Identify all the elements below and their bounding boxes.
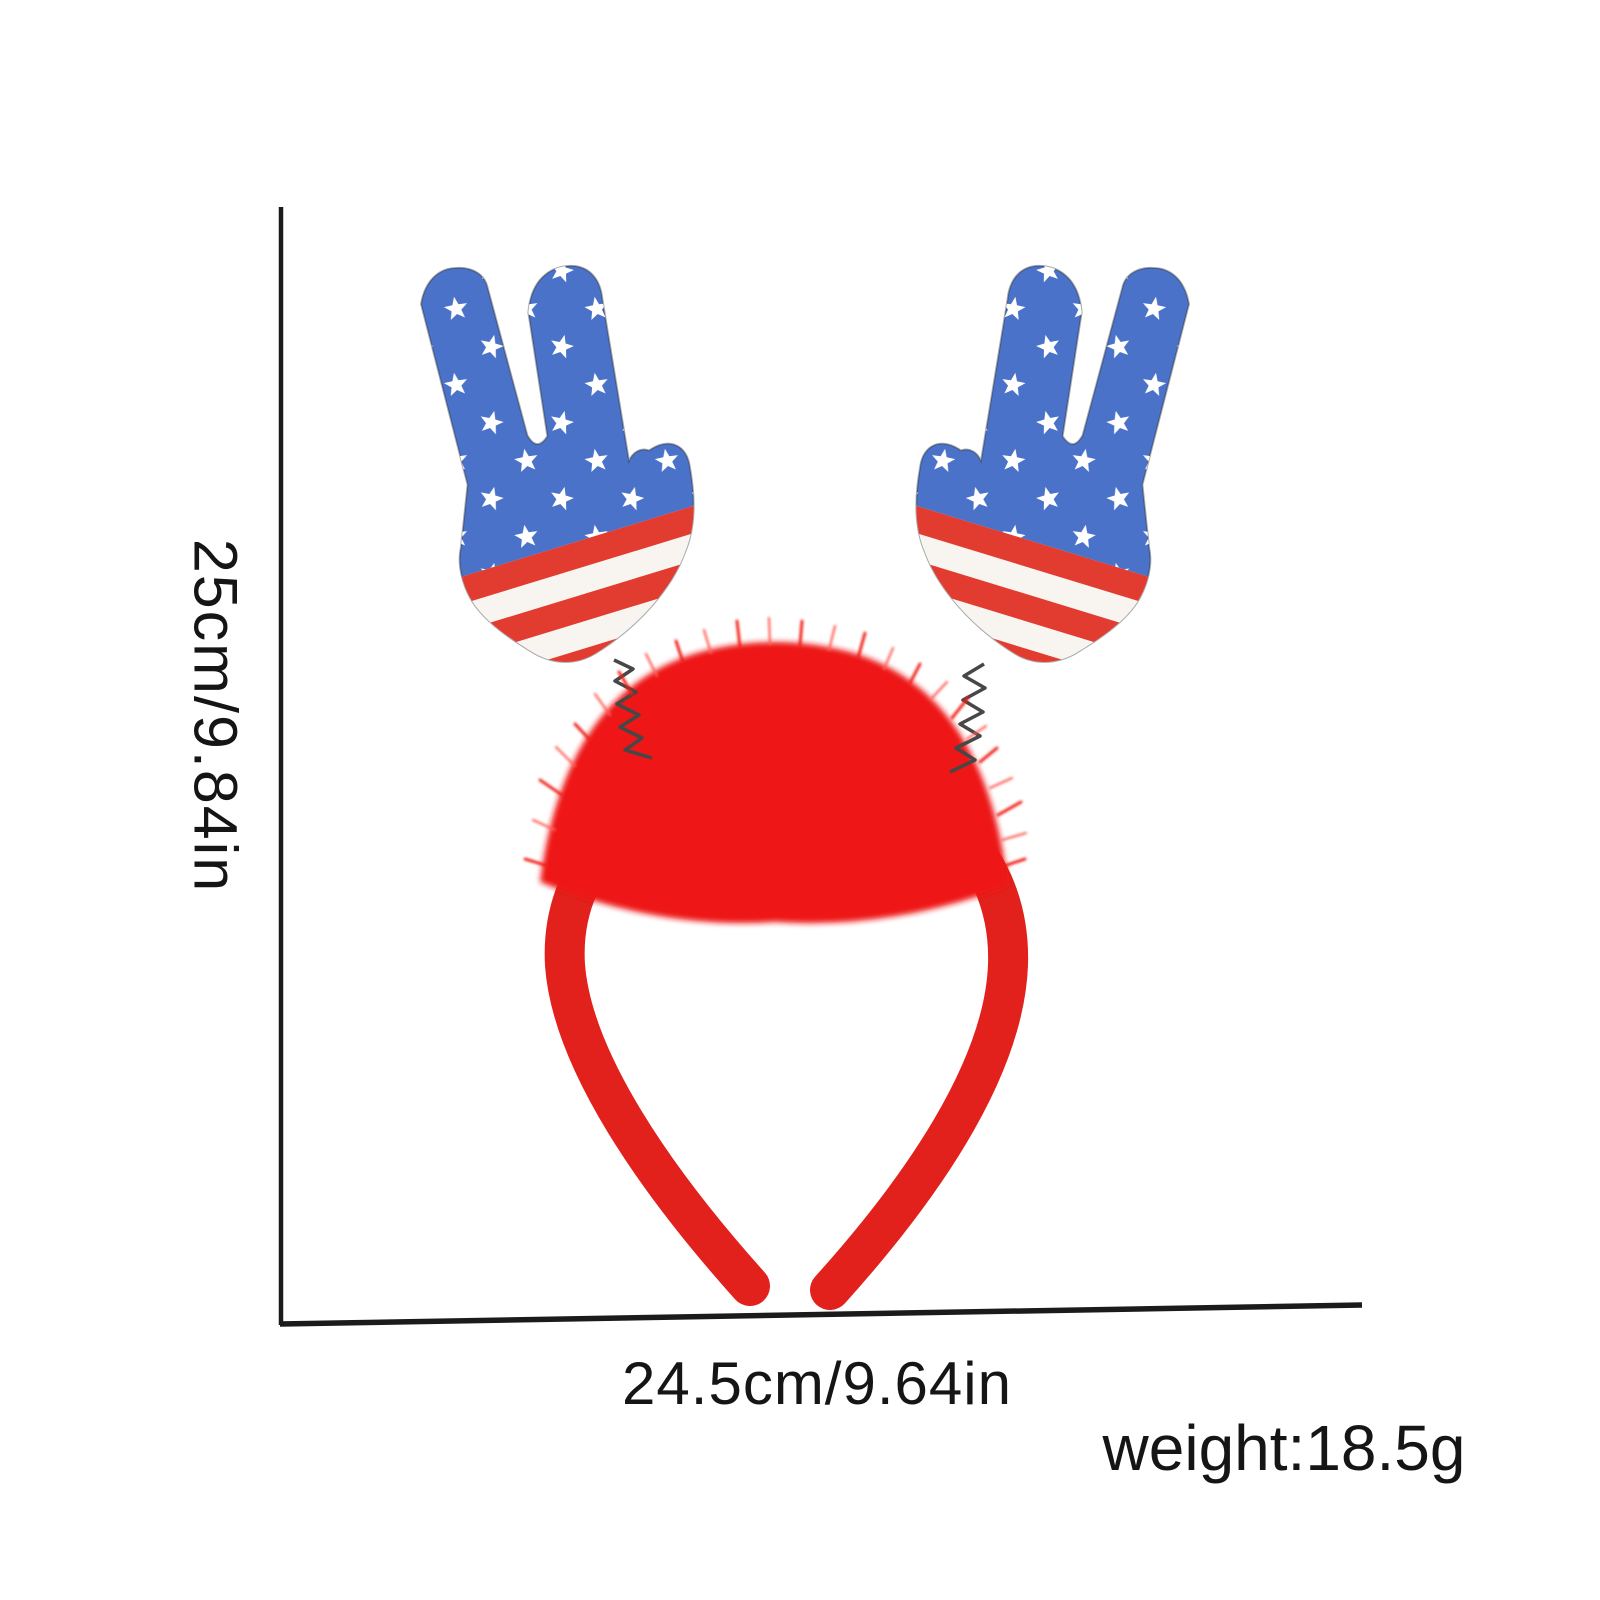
spring-left <box>613 658 653 760</box>
width-label: 24.5cm/9.64in <box>622 1350 1012 1417</box>
boa-fluff <box>540 642 1008 924</box>
spring-right <box>949 662 987 774</box>
width-dimension-line <box>279 1302 1363 1327</box>
boa-fuzz-hairs <box>523 616 1028 868</box>
height-label: 25cm/9.84in <box>181 538 250 894</box>
weight-label: weight:18.5g <box>1102 1412 1466 1484</box>
